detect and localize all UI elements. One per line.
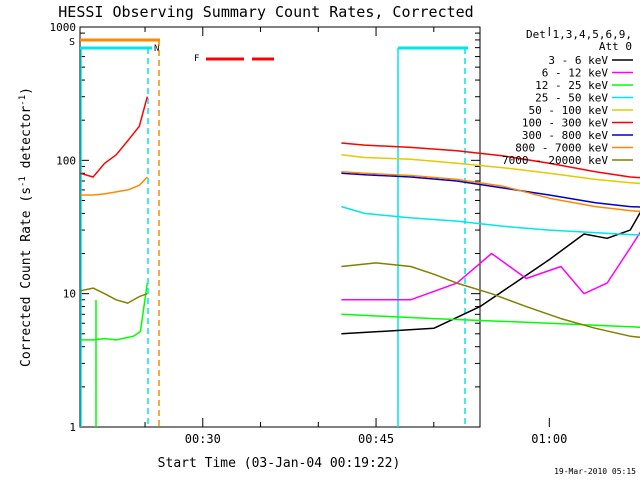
y-tick-label: 100	[56, 154, 76, 167]
series-line-7-1	[341, 171, 640, 213]
x-tick-label: 00:30	[185, 432, 221, 446]
flare-flag-label: F	[194, 54, 199, 64]
legend-entry-label: 3 - 6 keV	[548, 54, 608, 67]
chart-title: HESSI Observing Summary Count Rates, Cor…	[58, 3, 473, 21]
series-line-5-0	[80, 96, 149, 178]
legend-entry-label: 300 - 800 keV	[522, 129, 608, 142]
x-tick-label: 01:00	[531, 432, 567, 446]
series-lines	[80, 96, 640, 341]
footer-date: 19-Mar-2010 05:15	[554, 467, 636, 476]
y-tick-label: 1	[69, 421, 76, 434]
series-line-5-1	[341, 142, 640, 179]
legend-entry-label: 800 - 7000 keV	[515, 142, 608, 155]
legend-entry-label: 6 - 12 keV	[542, 67, 609, 80]
y-tick-label: 10	[63, 288, 76, 301]
y-tick-label: 1000	[50, 21, 77, 34]
series-line-0-0	[341, 211, 640, 335]
plot-frame	[79, 26, 481, 428]
night-flag-label: N	[154, 44, 159, 54]
series-line-7-0	[80, 176, 148, 196]
y-axis: 1 10 100 1000	[50, 21, 480, 434]
x-tick-label: 00:45	[358, 432, 394, 446]
series-line-6-0	[341, 172, 640, 208]
x-axis-label: Start Time (03-Jan-04 00:19:22)	[158, 456, 401, 471]
series-line-2-1	[341, 313, 640, 328]
series-line-3-0	[341, 205, 640, 236]
legend-entry-label: 7000 - 20000 keV	[502, 154, 608, 167]
legend-header-line-2: Att 0	[599, 40, 632, 53]
interval-markers	[80, 40, 466, 427]
legend-entry-label: 50 - 100 keV	[529, 104, 609, 117]
series-line-1-0	[341, 231, 640, 301]
flag-bars: S N F	[69, 37, 468, 64]
y-axis-label: Corrected Count Rate (s-1 detector-1)	[18, 87, 34, 367]
series-line-4-0	[341, 154, 640, 185]
series-line-2-0	[80, 282, 149, 341]
series-line-8-1	[341, 262, 640, 339]
legend-header-line-1: Det 1,3,4,5,6,9,	[526, 28, 632, 41]
series-line-8-0	[80, 287, 148, 304]
legend-entry-label: 100 - 300 keV	[522, 117, 608, 130]
legend-entry-label: 25 - 50 keV	[535, 92, 608, 105]
saa-flag-label: S	[69, 37, 75, 48]
legend-entry-label: 12 - 25 keV	[535, 79, 608, 92]
